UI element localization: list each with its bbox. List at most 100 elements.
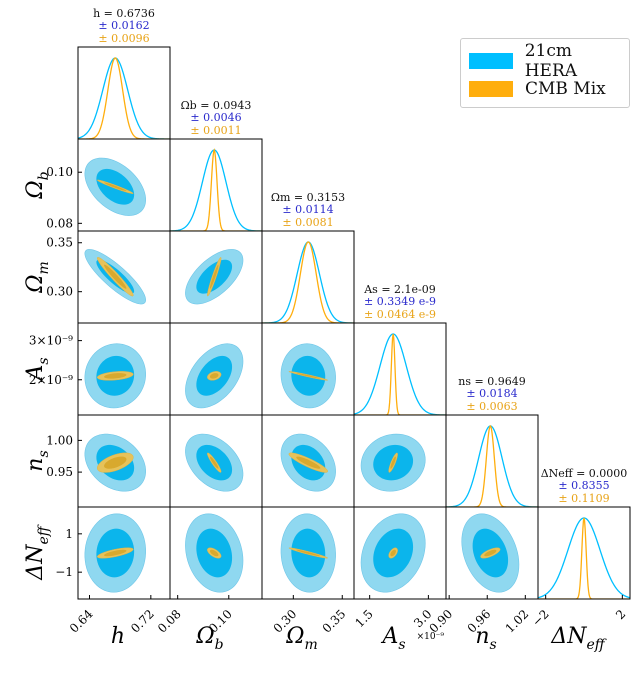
x-tick-label-As: 1.5 (352, 607, 375, 630)
legend-swatch-hera (469, 53, 513, 69)
x-axis-label-ns-main: n (475, 624, 489, 649)
y-axis-label-As-main: A (23, 365, 48, 383)
x-tick-label-ns: 1.02 (503, 607, 532, 636)
legend-swatch-cmb (469, 81, 513, 97)
cmb-contour-1sigma (104, 264, 127, 289)
panel-contours (280, 513, 336, 593)
y-tick-label-dneff: 1 (65, 527, 73, 541)
cmb-contour-1sigma (104, 182, 127, 192)
hera-marginal-curve (354, 333, 446, 415)
panel-As-vs-omega_m (261, 322, 355, 416)
x-axis-label-As-sub: s (398, 637, 405, 653)
panel-dneff-vs-As (353, 506, 447, 600)
x-axis-label-dneff: ΔNeff (550, 624, 606, 653)
hera-marginal-curve (538, 517, 630, 599)
diag-panel-dneff (537, 506, 631, 600)
legend-label-cmb: CMB Mix (525, 79, 606, 99)
x-tick-label-h: 0.64 (67, 607, 96, 636)
param-cmb-error-omega_m: ± 0.0081 (282, 216, 333, 229)
y-axis-label-As-sub: s (36, 357, 52, 364)
diag-panel-omega_m (261, 230, 355, 324)
diag-curves (354, 333, 446, 415)
hera-marginal-curve (170, 149, 262, 231)
param-hera-error-omega_m: ± 0.0114 (282, 203, 333, 216)
cmb-contour-1sigma (209, 549, 219, 557)
panel-omega_m-vs-h (77, 230, 171, 324)
param-cmb-error-h: ± 0.0096 (98, 32, 149, 45)
panel-ns-vs-omega_m (261, 414, 355, 508)
panel-contours (360, 513, 426, 593)
x-axis-label-dneff-sub: eff (586, 637, 606, 653)
cmb-contour-1sigma (390, 549, 396, 557)
diag-curves (170, 148, 262, 231)
panel-contours (84, 433, 146, 492)
y-tick-label-omega_m: 0.30 (46, 285, 73, 299)
x-tick-label-dneff: −2 (529, 607, 551, 629)
x-axis-label-omega_m-main: Ω (285, 624, 304, 649)
cmb-contour-1sigma (209, 456, 219, 469)
diag-frame (445, 414, 539, 508)
x-axis-label-h: h (111, 624, 125, 649)
panel-contours (280, 433, 336, 492)
panel-dneff-vs-omega_b (169, 506, 263, 600)
y-axis-label-ns-sub: s (36, 450, 52, 457)
param-title-omega_b: Ωb = 0.0943 (181, 99, 252, 112)
param-title-As: As = 2.1e-09 (363, 283, 436, 296)
cmb-contour-1sigma (390, 456, 396, 469)
y-axis-label-omega_m-sub: m (36, 261, 52, 274)
x-tick-label-omega_m: 0.35 (320, 607, 349, 636)
diag-frame (353, 322, 447, 416)
cmb-contour-1sigma (209, 373, 219, 379)
panel-contours (461, 513, 520, 593)
panel-contours (185, 343, 244, 409)
panel-As-vs-h (77, 322, 171, 416)
x-axis-label-omega_m: Ωm (285, 624, 318, 653)
param-title-omega_m: Ωm = 0.3153 (271, 191, 345, 204)
cmb-contour-1sigma (104, 456, 127, 469)
y-axis-label-ns: ns (23, 450, 52, 471)
x-axis-label-As-main: A (380, 624, 398, 649)
panel-contours (185, 513, 244, 593)
cmb-marginal-curve (262, 241, 354, 323)
y-tick-label-omega_m: 0.35 (46, 236, 73, 250)
x-axis-label-omega_b-main: Ω (195, 624, 214, 649)
diag-curves (78, 57, 170, 139)
x-tick-label-dneff: 2 (613, 607, 628, 622)
x-offset-label-As: ×10⁻⁹ (417, 632, 445, 642)
y-axis-label-omega_m: Ωm (23, 261, 52, 294)
y-tick-label-As: 2×10⁻⁹ (29, 373, 73, 387)
diag-panel-As (353, 322, 447, 416)
param-cmb-error-dneff: ± 0.1109 (558, 492, 609, 505)
x-axis-label-h-main: h (111, 624, 125, 649)
param-hera-error-omega_b: ± 0.0046 (190, 111, 241, 124)
panel-contours (280, 343, 336, 409)
diag-frame (537, 506, 631, 600)
y-axis-label-dneff: ΔNeff (23, 524, 52, 580)
param-hera-error-dneff: ± 0.8355 (558, 479, 609, 492)
y-tick-label-dneff: −1 (55, 565, 73, 579)
param-cmb-error-ns: ± 0.0063 (466, 400, 517, 413)
cmb-contour-1sigma (296, 456, 321, 469)
diag-frame (261, 230, 355, 324)
cmb-contour-1sigma (209, 264, 219, 289)
cmb-marginal-curve (538, 517, 630, 599)
param-hera-error-As: ± 0.3349 e-9 (364, 295, 436, 308)
panel-contours (84, 513, 146, 593)
diag-curves (446, 424, 538, 507)
x-tick-label-h: 0.72 (128, 607, 157, 636)
legend-entry-hera: 21cm HERA (469, 41, 629, 81)
y-tick-label-omega_b: 0.10 (46, 165, 73, 179)
cmb-contour-1sigma (296, 373, 321, 379)
panel-As-vs-omega_b (169, 322, 263, 416)
x-axis-label-dneff-main: ΔN (550, 624, 587, 649)
diag-curves (262, 241, 354, 323)
y-tick-label-omega_b: 0.08 (46, 216, 73, 230)
y-tick-label-ns: 0.95 (46, 465, 73, 479)
param-cmb-error-omega_b: ± 0.0011 (190, 124, 241, 137)
diag-curves (538, 517, 630, 599)
cmb-contour-1sigma (104, 549, 127, 557)
panel-ns-vs-omega_b (169, 414, 263, 508)
x-axis-label-omega_m-sub: m (304, 637, 317, 653)
legend-label-hera: 21cm HERA (524, 41, 578, 81)
